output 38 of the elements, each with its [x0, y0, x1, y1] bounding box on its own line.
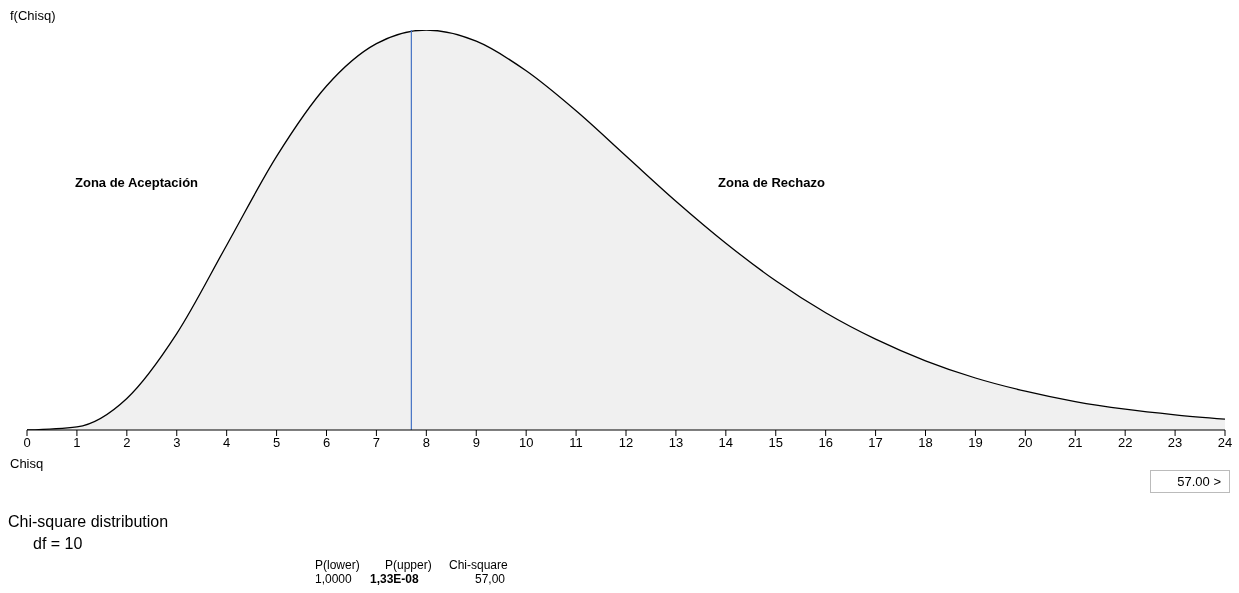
x-tick-label: 24: [1217, 435, 1233, 451]
text: 1,0000: [315, 572, 352, 586]
x-tick-label: 9: [472, 435, 480, 451]
x-tick-label: 19: [968, 435, 983, 451]
x-tick-label: 5: [272, 435, 281, 451]
x-tick-label: 15: [768, 435, 783, 451]
x-tick-label: 0: [23, 435, 31, 451]
x-tick-label: 23: [1167, 435, 1183, 451]
x-tick-label: 18: [918, 435, 933, 451]
x-tick-label: 2: [123, 435, 131, 451]
x-tick-label: 8: [422, 435, 430, 451]
text: Chi-square distribution: [8, 513, 169, 531]
x-tick-label: 1: [73, 435, 81, 451]
x-tick-label: 14: [718, 435, 734, 451]
x-tick-label: 10: [518, 435, 534, 451]
text: 57,00: [473, 572, 505, 586]
annotation: Zona de Rechazo: [718, 175, 825, 190]
x-tick-label: 13: [668, 435, 684, 451]
text: 1,33E-08: [370, 572, 419, 586]
y-axis-title: f(Chisq): [10, 8, 56, 23]
x-tick-label: 3: [173, 435, 181, 451]
x-tick-label: 11: [569, 435, 583, 451]
x-tick-label: 20: [1018, 435, 1033, 451]
x-tick-label: 12: [618, 435, 634, 451]
x-tick-label: 7: [372, 435, 381, 451]
text: df = 10: [33, 535, 83, 553]
annotation: Zona de Aceptación: [75, 175, 199, 190]
x-tick-label: 6: [322, 435, 331, 451]
text: 57.00 >: [1150, 470, 1230, 493]
x-tick-label: 16: [818, 435, 833, 451]
text: P(lower): [315, 558, 360, 572]
x-axis-title: Chisq: [10, 456, 44, 471]
x-tick-label: 21: [1068, 435, 1083, 451]
x-tick-label: 17: [868, 435, 883, 451]
x-tick-label: 22: [1117, 435, 1133, 451]
text: Chi-square: [449, 558, 508, 572]
text: P(upper): [385, 558, 432, 572]
x-tick-label: 4: [223, 435, 231, 451]
